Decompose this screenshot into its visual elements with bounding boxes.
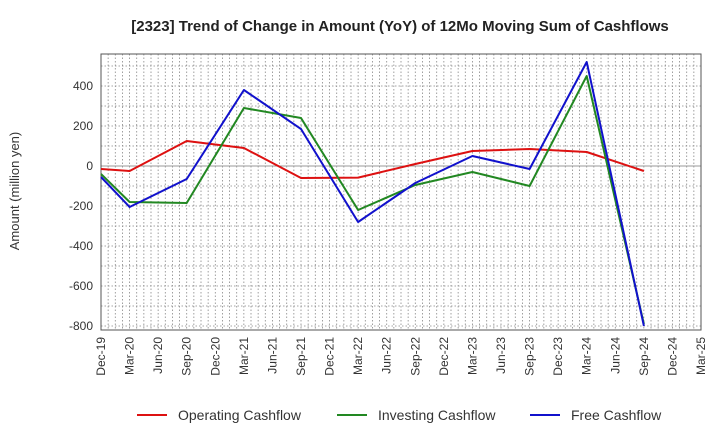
y-tick-label: 0 — [86, 159, 93, 173]
chart-title: [2323] Trend of Change in Amount (YoY) o… — [131, 18, 669, 35]
x-tick-label: Jun-24 — [608, 337, 622, 374]
series-lines — [100, 61, 645, 327]
gridlines — [101, 54, 701, 330]
x-tick-label: Dec-20 — [208, 337, 222, 376]
y-tick-label: -200 — [69, 199, 93, 213]
x-tick-label: Sep-21 — [294, 337, 308, 376]
x-tick-label: Mar-23 — [465, 337, 479, 375]
x-tick-label: Dec-23 — [551, 337, 565, 376]
legend-label: Operating Cashflow — [178, 407, 302, 423]
y-tick-label: 400 — [73, 79, 93, 93]
x-tick-label: Sep-24 — [637, 337, 651, 376]
x-axis-tick-labels: Dec-19 Mar-20 Jun-20 Sep-20 Dec-20 Mar-21 Jun-… — [94, 337, 708, 376]
x-tick-label: Mar-25 — [694, 337, 708, 375]
x-tick-label: Sep-20 — [180, 337, 194, 376]
x-tick-label: Mar-20 — [123, 337, 137, 375]
x-tick-label: Mar-22 — [351, 337, 365, 375]
x-tick-label: Jun-23 — [494, 337, 508, 374]
x-tick-label: Sep-23 — [523, 337, 537, 376]
y-tick-label: -400 — [69, 239, 93, 253]
x-tick-label: Mar-24 — [580, 337, 594, 375]
x-tick-label: Dec-22 — [437, 337, 451, 376]
series-line-investing-cashflow — [100, 75, 645, 325]
legend: Operating Cashflow Investing Cashflow Free… — [137, 407, 662, 423]
y-axis-tick-labels: 400 200 0 -200 -400 -600 -800 — [69, 79, 93, 333]
y-tick-label: 200 — [73, 119, 93, 133]
x-tick-label: Jun-22 — [380, 337, 394, 374]
x-tick-label: Dec-24 — [665, 337, 679, 376]
x-tick-label: Mar-21 — [237, 337, 251, 375]
plot-border — [100, 53, 702, 331]
x-tick-label: Jun-20 — [151, 337, 165, 374]
x-tick-label: Dec-19 — [94, 337, 108, 376]
legend-label: Free Cashflow — [571, 407, 662, 423]
y-tick-label: -800 — [69, 319, 93, 333]
x-tick-label: Dec-21 — [323, 337, 337, 376]
x-tick-label: Sep-22 — [408, 337, 422, 376]
legend-label: Investing Cashflow — [378, 407, 496, 423]
y-tick-label: -600 — [69, 279, 93, 293]
y-axis-title: Amount (million yen) — [7, 132, 22, 251]
x-tick-label: Jun-21 — [265, 337, 279, 374]
series-line-free-cashflow — [100, 61, 645, 327]
